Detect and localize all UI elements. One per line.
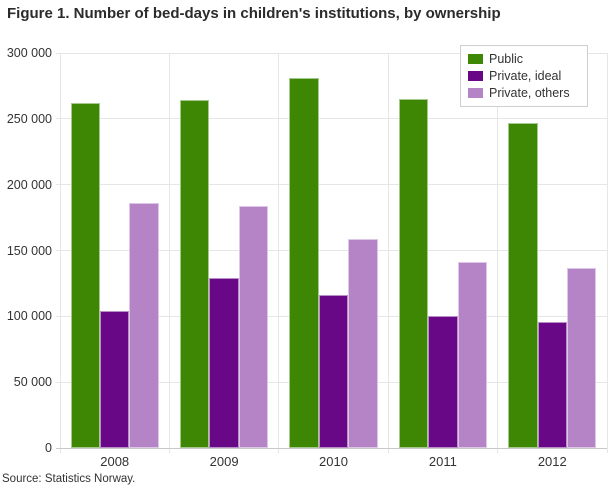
x-gridline xyxy=(497,53,499,453)
y-tick-label: 200 000 xyxy=(6,177,52,192)
legend-item-private-others[interactable]: Private, others xyxy=(468,84,581,101)
x-gridline xyxy=(168,53,170,453)
y-tick-label: 50 000 xyxy=(13,375,52,390)
x-gridline xyxy=(387,53,389,453)
y-tick-label: 100 000 xyxy=(6,309,52,324)
bar-public-2011 xyxy=(398,99,429,448)
bar-private-others-2012 xyxy=(567,267,597,448)
y-tick-label: 150 000 xyxy=(6,243,52,258)
x-gridline xyxy=(606,53,608,453)
y-gridline xyxy=(56,118,607,120)
bar-public-2009 xyxy=(180,100,210,448)
legend-item-public[interactable]: Public xyxy=(468,50,581,67)
legend-swatch-icon xyxy=(468,87,483,98)
bar-private-ideal-2011 xyxy=(428,316,458,448)
x-axis-label-2008: 2008 xyxy=(100,454,130,469)
y-gridline xyxy=(56,250,607,251)
legend-label: Public xyxy=(489,51,524,66)
y-gridline xyxy=(56,52,607,54)
bar-public-2012 xyxy=(508,122,538,448)
x-axis-label-2011: 2011 xyxy=(428,454,457,469)
bar-private-others-2009 xyxy=(238,205,269,448)
source-note: Source: Statistics Norway. xyxy=(2,473,136,485)
y-tick-label: 300 000 xyxy=(6,46,52,60)
bar-private-others-2008 xyxy=(129,203,159,448)
bar-private-ideal-2012 xyxy=(537,321,567,448)
legend-item-private-ideal[interactable]: Private, ideal xyxy=(468,67,581,84)
y-tick-label: 250 000 xyxy=(6,111,52,126)
bar-public-2010 xyxy=(289,78,319,448)
bar-private-ideal-2009 xyxy=(209,278,239,448)
x-gridline xyxy=(59,53,61,453)
y-tick-label: 0 xyxy=(45,441,52,455)
bar-public-2008 xyxy=(70,103,100,448)
x-axis-label-2010: 2010 xyxy=(319,454,348,469)
legend-swatch-icon xyxy=(468,70,483,81)
bar-private-others-2011 xyxy=(457,262,487,448)
x-axis-line xyxy=(56,447,607,449)
chart-title: Figure 1. Number of bed-days in children… xyxy=(7,5,501,22)
legend: Public Private, ideal Private, others xyxy=(460,45,588,107)
legend-swatch-icon xyxy=(468,53,483,64)
legend-label: Private, ideal xyxy=(489,68,562,83)
bar-private-ideal-2008 xyxy=(100,311,130,448)
legend-label: Private, others xyxy=(489,85,570,100)
x-gridline xyxy=(278,53,280,453)
x-axis-label-2012: 2012 xyxy=(537,454,567,469)
x-axis-label-2009: 2009 xyxy=(209,454,239,469)
y-gridline xyxy=(56,184,607,186)
bar-private-others-2010 xyxy=(348,238,378,448)
bar-private-ideal-2010 xyxy=(318,295,349,448)
